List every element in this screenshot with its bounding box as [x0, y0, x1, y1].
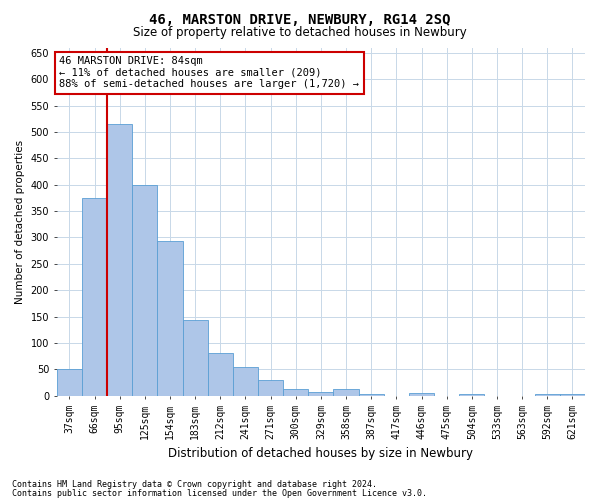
Bar [132, 184, 157, 396]
Text: Contains public sector information licensed under the Open Government Licence v3: Contains public sector information licen… [12, 489, 427, 498]
Bar [208, 353, 233, 396]
Bar [459, 394, 484, 396]
Bar [233, 367, 258, 396]
Text: 46, MARSTON DRIVE, NEWBURY, RG14 2SQ: 46, MARSTON DRIVE, NEWBURY, RG14 2SQ [149, 12, 451, 26]
Bar [107, 124, 132, 396]
Text: 46 MARSTON DRIVE: 84sqm
← 11% of detached houses are smaller (209)
88% of semi-d: 46 MARSTON DRIVE: 84sqm ← 11% of detache… [59, 56, 359, 90]
Bar [334, 390, 359, 396]
Bar [308, 392, 334, 396]
Bar [283, 390, 308, 396]
Bar [560, 394, 585, 396]
Text: Contains HM Land Registry data © Crown copyright and database right 2024.: Contains HM Land Registry data © Crown c… [12, 480, 377, 489]
Bar [182, 320, 208, 396]
Text: Size of property relative to detached houses in Newbury: Size of property relative to detached ho… [133, 26, 467, 39]
Bar [258, 380, 283, 396]
X-axis label: Distribution of detached houses by size in Newbury: Distribution of detached houses by size … [169, 447, 473, 460]
Bar [409, 393, 434, 396]
Bar [57, 370, 82, 396]
Bar [535, 394, 560, 396]
Y-axis label: Number of detached properties: Number of detached properties [15, 140, 25, 304]
Bar [359, 394, 384, 396]
Bar [82, 198, 107, 396]
Bar [157, 241, 182, 396]
